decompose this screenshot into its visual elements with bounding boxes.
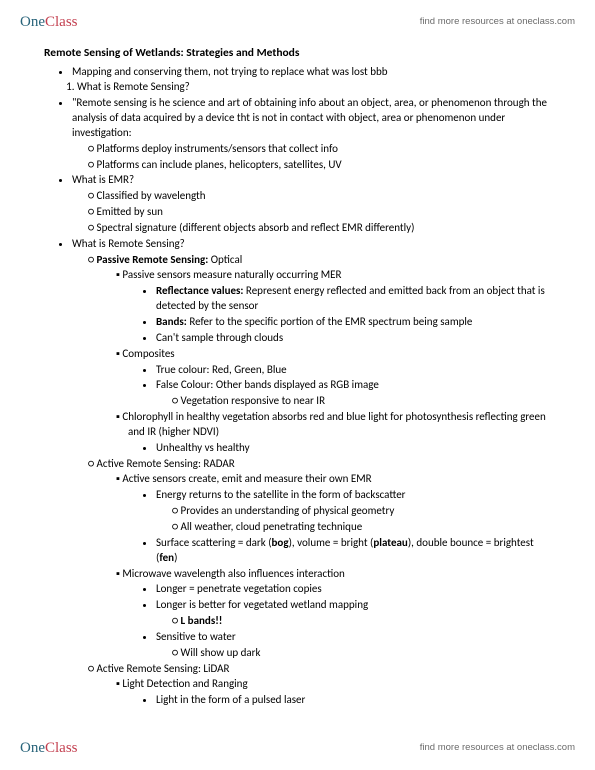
page-footer: OneClass find more resources at oneclass… bbox=[0, 734, 595, 762]
logo-part-class: Class bbox=[45, 738, 78, 758]
sub4-item: All weather, cloud penetrating technique bbox=[184, 520, 551, 535]
bullet-text: What is Remote Sensing? bbox=[72, 237, 185, 250]
sub2-text: Light Detection and Ranging bbox=[122, 677, 247, 690]
sub4-item: L bands!! bbox=[184, 614, 551, 629]
sub2-item: Passive sensors measure naturally occurr… bbox=[128, 268, 551, 345]
term: bog bbox=[272, 536, 289, 549]
document-title: Remote Sensing of Wetlands: Strategies a… bbox=[44, 46, 551, 62]
sub2-item: Composites True colour: Red, Green, Blue… bbox=[128, 347, 551, 409]
document-body: Remote Sensing of Wetlands: Strategies a… bbox=[44, 46, 551, 708]
sub3-item: Light in the form of a pulsed laser bbox=[156, 693, 551, 708]
sub-item-text: Active Remote Sensing: LiDAR bbox=[97, 662, 230, 675]
sub3-item: Reflectance values: Represent energy ref… bbox=[156, 284, 551, 314]
sub-item: Platforms deploy instruments/sensors tha… bbox=[100, 142, 551, 157]
bullet-text: "Remote sensing is he science and art of… bbox=[72, 96, 547, 139]
sub-item-text: Optical bbox=[208, 253, 242, 266]
sub2-item: Light Detection and Ranging Light in the… bbox=[128, 677, 551, 708]
sub3-text: Sensitive to water bbox=[156, 630, 236, 643]
bullet-item: "Remote sensing is he science and art of… bbox=[72, 96, 551, 172]
definition: Refer to the specific portion of the EMR… bbox=[187, 315, 473, 328]
sub2-text: Composites bbox=[122, 347, 174, 360]
sub-item: Passive Remote Sensing: Optical Passive … bbox=[100, 253, 551, 456]
sub-item-label: Passive Remote Sensing: bbox=[97, 253, 209, 266]
bullet-text: What is EMR? bbox=[72, 173, 134, 186]
outline-root: Mapping and conserving them, not trying … bbox=[44, 65, 551, 80]
logo-part-one: One bbox=[20, 738, 45, 758]
sub3-text: ) bbox=[174, 551, 177, 564]
brand-logo: OneClass bbox=[20, 12, 78, 32]
sub3-item: Surface scattering = dark (bog), volume … bbox=[156, 536, 551, 566]
sub3-item: Energy returns to the satellite in the f… bbox=[156, 488, 551, 535]
page-header: OneClass find more resources at oneclass… bbox=[0, 8, 595, 36]
sub3-text: Longer is better for vegetated wetland m… bbox=[156, 598, 368, 611]
sub2-item: Chlorophyll in healthy vegetation absorb… bbox=[128, 410, 551, 456]
brand-logo: OneClass bbox=[20, 738, 78, 758]
sub2-item: Microwave wavelength also influences int… bbox=[128, 567, 551, 661]
term: Bands: bbox=[156, 315, 187, 328]
sub2-text: Chlorophyll in healthy vegetation absorb… bbox=[122, 410, 545, 438]
bullet-item: What is EMR? Classified by wavelength Em… bbox=[72, 173, 551, 235]
sub2-text: Microwave wavelength also influences int… bbox=[122, 567, 344, 580]
outline-root: "Remote sensing is he science and art of… bbox=[44, 96, 551, 708]
sub3-item: Longer is better for vegetated wetland m… bbox=[156, 598, 551, 629]
sub-item-text: Active Remote Sensing: RADAR bbox=[97, 457, 235, 470]
sub2-text: Passive sensors measure naturally occurr… bbox=[122, 268, 341, 281]
sub-item: Active Remote Sensing: LiDAR Light Detec… bbox=[100, 662, 551, 709]
footer-cta[interactable]: find more resources at oneclass.com bbox=[420, 742, 575, 755]
sub3-item: Can't sample through clouds bbox=[156, 331, 551, 346]
term: fen bbox=[159, 551, 174, 564]
sub2-text: Active sensors create, emit and measure … bbox=[122, 472, 371, 485]
sub3-item: Unhealthy vs healthy bbox=[156, 441, 551, 456]
sub3-text: Surface scattering = dark ( bbox=[156, 536, 272, 549]
header-cta[interactable]: find more resources at oneclass.com bbox=[420, 16, 575, 29]
logo-part-class: Class bbox=[45, 12, 78, 32]
sub-item: Platforms can include planes, helicopter… bbox=[100, 158, 551, 173]
term: Reflectance values: bbox=[156, 284, 243, 297]
sub3-text: ), volume = bright ( bbox=[289, 536, 374, 549]
term: L bands!! bbox=[181, 614, 223, 627]
sub4-item: Vegetation responsive to near IR bbox=[184, 394, 551, 409]
bullet-item: Mapping and conserving them, not trying … bbox=[72, 65, 551, 80]
sub-item: Classified by wavelength bbox=[100, 189, 551, 204]
sub4-item: Will show up dark bbox=[184, 646, 551, 661]
sub3-item: Sensitive to water Will show up dark bbox=[156, 630, 551, 661]
bullet-item: What is Remote Sensing? Passive Remote S… bbox=[72, 237, 551, 708]
sub3-item: Longer = penetrate vegetation copies bbox=[156, 582, 551, 597]
sub-item: Spectral signature (different objects ab… bbox=[100, 221, 551, 236]
sub4-item: Provides an understanding of physical ge… bbox=[184, 504, 551, 519]
sub-item: Emitted by sun bbox=[100, 205, 551, 220]
sub3-item: False Colour: Other bands displayed as R… bbox=[156, 378, 551, 409]
sub-item: Active Remote Sensing: RADAR Active sens… bbox=[100, 457, 551, 661]
logo-part-one: One bbox=[20, 12, 45, 32]
sub3-text: False Colour: Other bands displayed as R… bbox=[156, 378, 379, 391]
term: plateau bbox=[373, 536, 407, 549]
sub3-item: True colour: Red, Green, Blue bbox=[156, 363, 551, 378]
sub2-item: Active sensors create, emit and measure … bbox=[128, 472, 551, 565]
numbered-list: What is Remote Sensing? bbox=[49, 80, 551, 95]
sub3-item: Bands: Refer to the specific portion of … bbox=[156, 315, 551, 330]
sub3-text: Energy returns to the satellite in the f… bbox=[156, 488, 406, 501]
numbered-item: What is Remote Sensing? bbox=[77, 80, 551, 95]
